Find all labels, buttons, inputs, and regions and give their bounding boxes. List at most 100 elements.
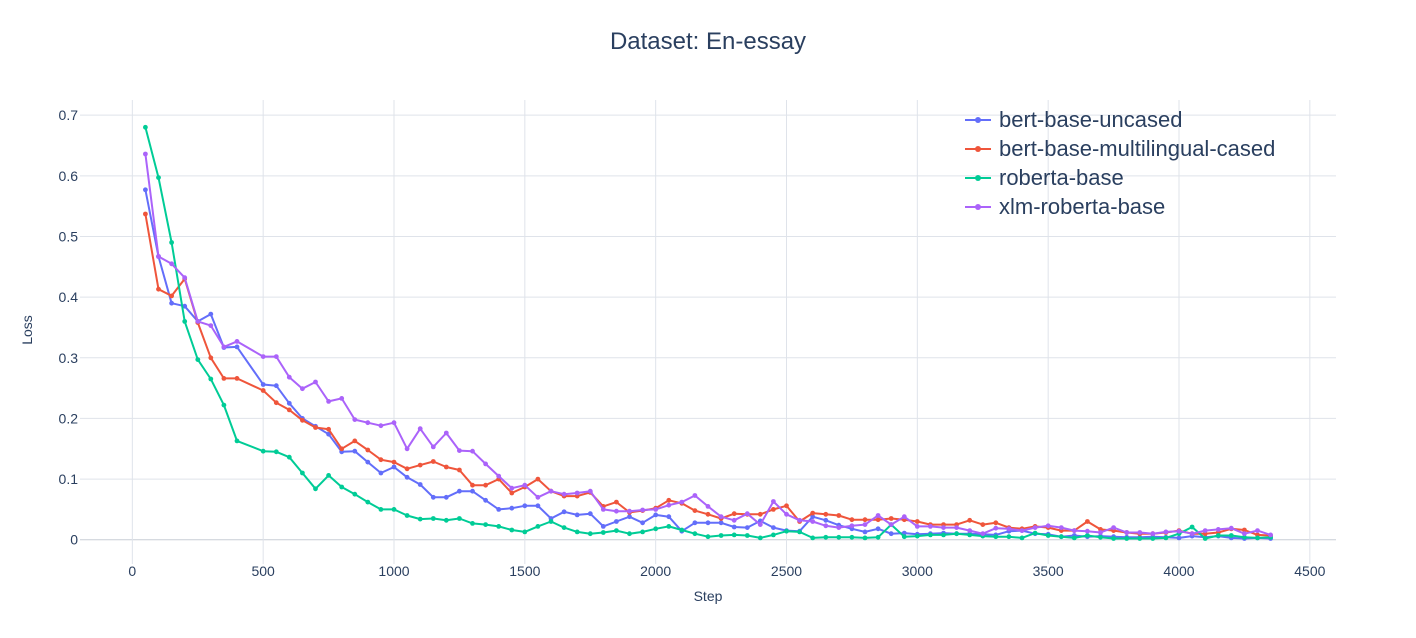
data-point <box>483 482 488 488</box>
data-point <box>326 431 331 437</box>
data-point <box>823 517 829 523</box>
legend-marker <box>975 175 981 181</box>
data-point <box>587 511 593 517</box>
x-tick-label: 1500 <box>509 563 540 579</box>
legend-item-roberta-base[interactable]: roberta-base <box>965 165 1124 190</box>
x-tick-label: 4500 <box>1294 563 1325 579</box>
x-tick-label: 4000 <box>1163 563 1194 579</box>
data-point <box>1189 531 1195 537</box>
data-point <box>378 423 384 429</box>
data-point <box>156 175 161 181</box>
data-point <box>875 517 881 523</box>
data-point <box>731 524 737 530</box>
series-bert-base-uncased <box>143 187 1273 541</box>
data-point <box>627 508 632 514</box>
legend-item-bert-base-multilingual-cased[interactable]: bert-base-multilingual-cased <box>965 136 1275 161</box>
data-point <box>1032 530 1038 536</box>
data-point <box>784 503 789 509</box>
data-point <box>391 464 397 470</box>
y-tick-label: 0.1 <box>59 471 79 487</box>
data-point <box>1137 530 1143 535</box>
data-point <box>1176 528 1182 534</box>
data-point <box>771 499 776 504</box>
data-point <box>234 376 240 381</box>
legend-item-bert-base-uncased[interactable]: bert-base-uncased <box>965 107 1182 132</box>
data-point <box>404 474 410 480</box>
data-point <box>810 535 816 541</box>
data-point <box>561 491 567 497</box>
data-point <box>430 516 436 521</box>
data-point <box>182 319 188 324</box>
data-point <box>653 507 659 512</box>
legend-item-xlm-roberta-base[interactable]: xlm-roberta-base <box>965 194 1165 219</box>
data-point <box>300 386 305 392</box>
data-point <box>509 485 515 491</box>
data-point <box>169 240 175 245</box>
data-point <box>574 529 580 535</box>
data-point <box>1085 519 1090 524</box>
data-point <box>430 444 436 450</box>
data-point <box>1228 525 1234 531</box>
data-point <box>470 482 475 488</box>
data-point <box>810 519 816 524</box>
data-point <box>862 517 868 523</box>
data-point <box>286 374 292 380</box>
data-point <box>339 446 345 452</box>
data-point <box>378 457 384 463</box>
data-point <box>954 531 959 537</box>
data-point <box>849 534 855 540</box>
data-point <box>784 511 789 517</box>
data-point <box>169 261 175 267</box>
y-tick-label: 0.2 <box>59 410 79 426</box>
legend-marker <box>975 204 981 210</box>
data-point <box>404 466 410 472</box>
data-point <box>143 151 148 157</box>
data-point <box>731 511 737 517</box>
data-point <box>640 520 645 526</box>
data-point <box>1111 536 1116 541</box>
data-point <box>273 400 279 406</box>
data-point <box>286 400 292 406</box>
data-point <box>928 532 933 538</box>
data-point <box>522 482 528 488</box>
data-point <box>365 459 371 465</box>
data-point <box>443 494 449 500</box>
data-point <box>430 494 436 500</box>
data-point <box>666 502 672 508</box>
data-point <box>208 355 214 361</box>
data-point <box>836 513 842 518</box>
data-point <box>901 514 907 520</box>
data-point <box>352 448 358 454</box>
data-point <box>849 523 855 529</box>
data-point <box>404 513 410 518</box>
data-point <box>313 425 318 430</box>
data-point <box>823 511 829 517</box>
data-point <box>692 520 698 526</box>
data-point <box>627 531 632 537</box>
data-point <box>260 354 266 359</box>
data-point <box>679 527 685 533</box>
data-point <box>914 524 920 529</box>
data-point <box>705 534 711 540</box>
x-tick-label: 2000 <box>640 563 671 579</box>
data-point <box>666 524 672 529</box>
data-point <box>417 462 423 468</box>
data-point <box>208 311 214 317</box>
data-point <box>1242 531 1247 537</box>
data-point <box>535 524 541 529</box>
y-tick-label: 0.7 <box>59 107 79 123</box>
legend[interactable]: bert-base-uncased bert-base-multilingual-… <box>965 107 1275 219</box>
data-point <box>535 503 541 509</box>
data-point <box>234 339 240 344</box>
data-point <box>836 534 842 540</box>
data-point <box>300 470 305 476</box>
x-tick-label: 3500 <box>1033 563 1064 579</box>
data-point <box>352 491 358 497</box>
data-point <box>640 507 645 513</box>
data-point <box>260 448 266 454</box>
data-point <box>352 417 358 422</box>
data-point <box>326 426 331 432</box>
data-point <box>1045 523 1051 529</box>
data-point <box>849 517 855 523</box>
data-point <box>757 535 763 541</box>
